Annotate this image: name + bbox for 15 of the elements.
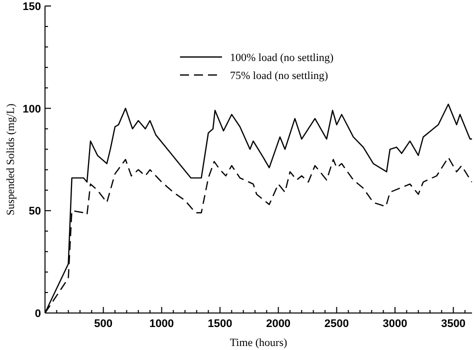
y-tick-label: 150 xyxy=(22,1,41,13)
x-tick-label: 1500 xyxy=(208,318,232,330)
x-tick-label: 1000 xyxy=(149,318,174,330)
x-tick-label: 3500 xyxy=(441,318,466,330)
x-tick-label: 3000 xyxy=(382,318,408,330)
x-tick-label: 2000 xyxy=(266,318,291,330)
x-tick-label: 2500 xyxy=(324,318,349,330)
x-axis-title: Time (hours) xyxy=(230,337,288,349)
legend-label: 100% load (no settling) xyxy=(230,52,334,64)
y-tick-label: 0 xyxy=(34,308,41,320)
legend-label: 75% load (no settling) xyxy=(230,70,328,82)
y-tick-label: 50 xyxy=(28,206,41,218)
y-tick-label: 100 xyxy=(22,103,41,116)
x-tick-label: 500 xyxy=(94,318,113,330)
y-axis-title: Suspended Solids (mg/L) xyxy=(5,103,17,216)
